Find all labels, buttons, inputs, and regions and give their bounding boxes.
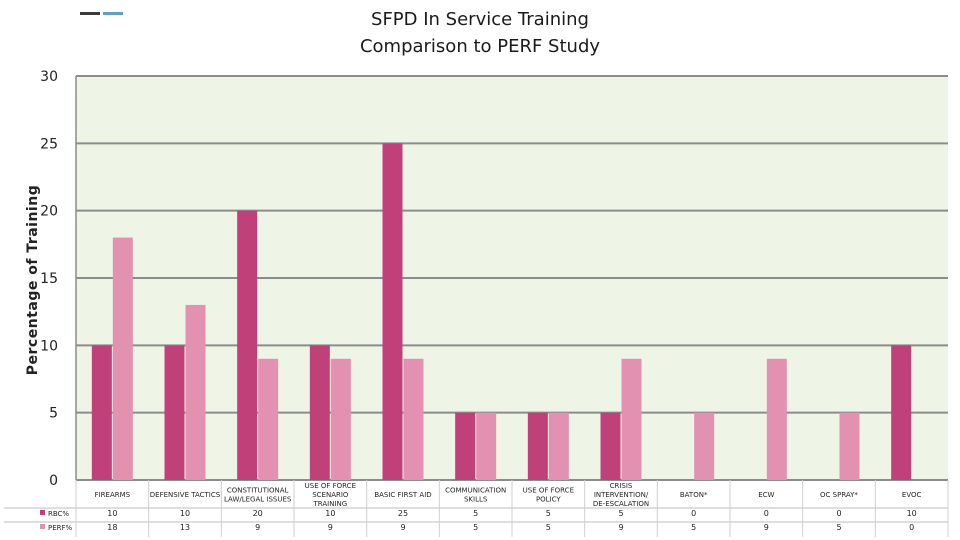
- bar-rbc: [382, 143, 403, 481]
- data-table-value: 9: [400, 523, 405, 532]
- bar-perf: [766, 358, 787, 480]
- bar-perf: [621, 358, 642, 480]
- bar-rbc: [237, 210, 258, 480]
- data-table-value: 5: [618, 509, 623, 518]
- legend-label: RBC%: [48, 510, 69, 518]
- bar-rbc: [600, 412, 621, 480]
- y-tick-label: 10: [40, 338, 58, 354]
- bar-perf: [330, 358, 351, 480]
- x-category-label: USE OF FORCE SCENARIO TRAINING: [305, 482, 356, 508]
- data-table-value: 20: [253, 509, 263, 518]
- data-table-value: 0: [836, 509, 841, 518]
- data-table-value: 9: [618, 523, 623, 532]
- data-table-value: 25: [398, 509, 408, 518]
- bar-rbc: [455, 412, 476, 480]
- bar-perf: [476, 412, 497, 480]
- y-tick-label: 5: [49, 406, 58, 422]
- x-category-label: OC SPRAY*: [820, 491, 858, 499]
- data-table-value: 10: [325, 509, 335, 518]
- data-table-value: 9: [764, 523, 769, 532]
- x-category-label: USE OF FORCE POLICY: [523, 487, 574, 504]
- bar-rbc: [91, 345, 112, 480]
- legend-key: [40, 510, 45, 515]
- data-table-value: 0: [909, 523, 914, 532]
- y-tick-label: 0: [49, 473, 58, 489]
- data-table-value: 5: [836, 523, 841, 532]
- x-category-label: CRISIS INTERVENTION/DE-ESCALATION: [593, 482, 649, 508]
- y-tick-label: 25: [40, 136, 58, 152]
- x-category-label: BATON*: [680, 491, 708, 499]
- data-table-value: 0: [764, 509, 769, 518]
- data-table-value: 10: [907, 509, 917, 518]
- legend-label: PERF%: [48, 524, 73, 532]
- bar-perf: [258, 358, 279, 480]
- bar-perf: [403, 358, 424, 480]
- bar-rbc: [309, 345, 330, 480]
- data-table-value: 5: [473, 523, 478, 532]
- data-table-value: 5: [546, 509, 551, 518]
- data-table-value: 0: [691, 509, 696, 518]
- y-tick-label: 20: [40, 204, 58, 220]
- x-category-label: BASIC FIRST AID: [374, 491, 431, 499]
- data-table-value: 9: [328, 523, 333, 532]
- data-table-value: 5: [691, 523, 696, 532]
- data-table-value: 13: [180, 523, 190, 532]
- bar-perf: [185, 304, 206, 480]
- x-category-label: EVOC: [902, 491, 922, 499]
- data-table-value: 5: [473, 509, 478, 518]
- bar-rbc: [164, 345, 185, 480]
- y-tick-label: 15: [40, 271, 58, 287]
- chart-subtitle: Comparison to PERF Study: [359, 36, 601, 57]
- bar-perf: [112, 237, 133, 480]
- bar-perf: [548, 412, 569, 480]
- x-category-label: COMMUNICATION SKILLS: [445, 487, 506, 504]
- data-table-value: 10: [180, 509, 190, 518]
- top-decoration: [80, 0, 124, 15]
- chart-title: SFPD In Service Training: [371, 9, 589, 30]
- bar-rbc: [891, 345, 912, 480]
- legend-key: [40, 524, 45, 529]
- bar-rbc: [527, 412, 548, 480]
- x-category-label: DEFENSIVE TACTICS: [150, 491, 221, 499]
- x-category-label: CONSTITUTIONAL LAW/LEGAL ISSUES: [224, 487, 292, 504]
- bar-perf: [694, 412, 715, 480]
- x-category-label: FIREARMS: [95, 491, 131, 499]
- data-table-value: 18: [107, 523, 117, 532]
- y-tick-label: 30: [40, 69, 58, 85]
- data-table-value: 10: [107, 509, 117, 518]
- bar-perf: [839, 412, 860, 480]
- data-table-value: 9: [255, 523, 260, 532]
- data-table-value: 5: [546, 523, 551, 532]
- x-category-label: ECW: [758, 491, 774, 499]
